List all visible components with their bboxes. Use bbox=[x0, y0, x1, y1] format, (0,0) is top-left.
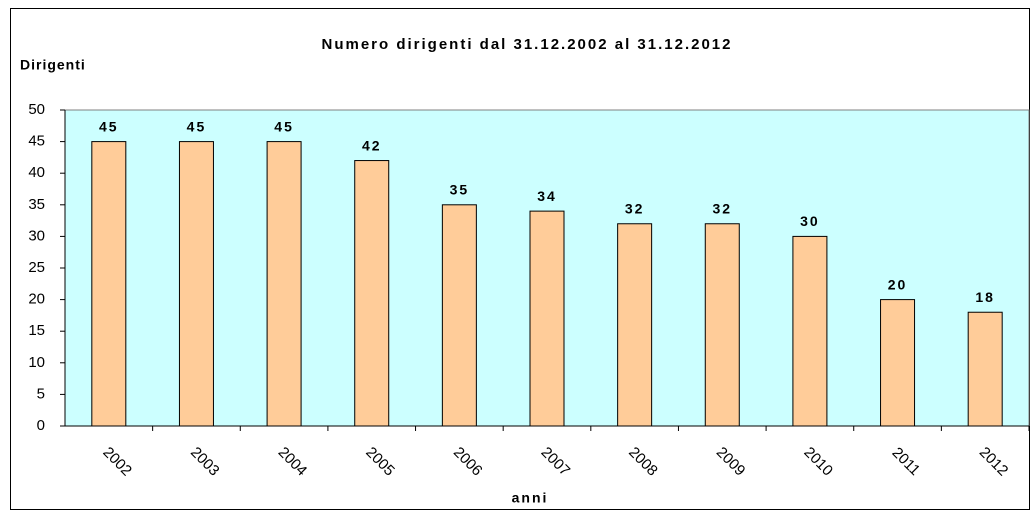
value-label: 32 bbox=[625, 200, 645, 216]
y-tick-label: 5 bbox=[37, 385, 45, 402]
value-label: 30 bbox=[800, 213, 820, 229]
bar bbox=[91, 141, 127, 427]
y-axis-label: Dirigenti bbox=[20, 57, 86, 73]
chart-title: Numero dirigenti dal 31.12.2002 al 31.12… bbox=[321, 36, 732, 53]
value-label: 35 bbox=[450, 182, 470, 198]
y-tick-label: 15 bbox=[28, 322, 45, 339]
y-tick-label: 50 bbox=[28, 101, 45, 118]
y-tick-label: 35 bbox=[28, 196, 45, 213]
x-axis-label: anni bbox=[512, 490, 549, 506]
value-label: 20 bbox=[888, 276, 908, 292]
value-label: 18 bbox=[975, 289, 995, 305]
value-label: 45 bbox=[99, 118, 119, 134]
bar bbox=[880, 299, 916, 427]
bar bbox=[529, 210, 565, 427]
bar bbox=[617, 223, 653, 427]
bar bbox=[266, 141, 302, 427]
value-label: 34 bbox=[537, 188, 557, 204]
y-tick-label: 25 bbox=[28, 259, 45, 276]
value-label: 42 bbox=[362, 137, 382, 153]
bar bbox=[178, 141, 214, 427]
y-tick-label: 0 bbox=[37, 417, 45, 434]
bar bbox=[354, 160, 390, 427]
y-tick-label: 40 bbox=[28, 164, 45, 181]
y-tick-label: 30 bbox=[28, 227, 45, 244]
y-tick-label: 10 bbox=[28, 354, 45, 371]
value-label: 45 bbox=[187, 118, 207, 134]
bar bbox=[441, 204, 477, 427]
value-label: 45 bbox=[274, 118, 294, 134]
y-tick-label: 20 bbox=[28, 291, 45, 308]
bar bbox=[967, 311, 1003, 427]
bar bbox=[704, 223, 740, 427]
value-label: 32 bbox=[712, 200, 732, 216]
bar bbox=[792, 235, 828, 427]
y-tick-label: 45 bbox=[28, 133, 45, 150]
